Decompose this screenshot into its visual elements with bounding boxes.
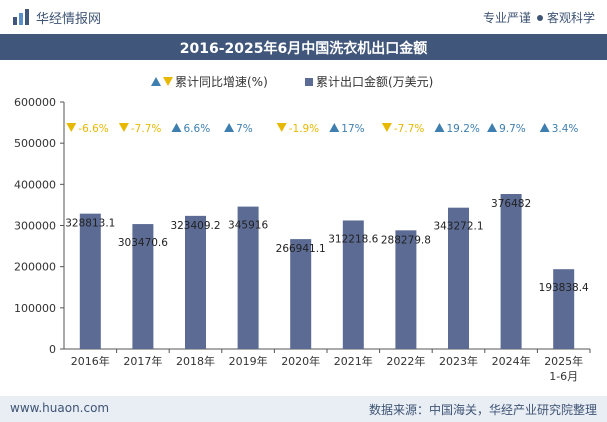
bar (448, 207, 469, 349)
y-tick-label: 300000 (14, 220, 56, 233)
x-tick-label: 2023年 (439, 354, 478, 368)
x-tick-label: 2016年 (71, 354, 110, 368)
y-tick-label: 400000 (14, 178, 56, 191)
x-tick-label: 2018年 (176, 354, 215, 368)
tagline: 专业严谨 客观科学 (483, 9, 595, 26)
x-tick-label: 2022年 (386, 354, 425, 368)
dot-icon (536, 14, 543, 21)
bar (237, 206, 259, 349)
x-tick-label: 2024年 (492, 354, 531, 368)
bars (79, 194, 575, 349)
growth-label: -1.9% (289, 123, 319, 135)
bar (185, 215, 206, 349)
down-triangle-icon (163, 77, 173, 86)
bar-value-label: 328813.1 (65, 218, 115, 230)
growth-label: 17% (341, 123, 364, 135)
bar-value-label: 345916 (228, 220, 268, 232)
bar (500, 194, 522, 349)
growth-label: -7.7% (394, 123, 424, 135)
growth-up-icon (329, 123, 340, 132)
bar (395, 230, 417, 349)
bar-value-label: 323409.2 (170, 220, 220, 232)
y-tick-label: 100000 (14, 302, 56, 315)
growth-up-icon (434, 123, 445, 132)
growth-label: -6.6% (78, 123, 108, 135)
x-tick-label: 2021年 (334, 354, 373, 368)
axes: 0 100000 200000 300000 400000 500000 600000 201… (14, 96, 591, 383)
top-bar: 华经情报网 专业严谨 客观科学 (0, 0, 607, 34)
growth-label: 9.7% (499, 123, 526, 135)
growth-down-icon (381, 123, 392, 132)
tagline-left: 专业严谨 (482, 11, 531, 25)
growth-down-icon (118, 123, 129, 132)
growth-down-icon (66, 123, 77, 132)
x-tick-label: 2020年 (281, 354, 320, 368)
y-tick-label: 500000 (14, 137, 56, 150)
footer-website: www.huaon.com (10, 401, 110, 415)
legend: 累计同比增速(%) 累计出口金额(万美元) (151, 74, 433, 89)
growth-up-icon (487, 123, 498, 132)
chart-title: 2016-2025年6月中国洗衣机出口金额 (179, 41, 428, 57)
legend-label-growth: 累计同比增速(%) (175, 75, 268, 89)
up-triangle-icon (151, 77, 161, 86)
bar-value-label: 312218.6 (328, 233, 378, 245)
growth-up-icon (171, 123, 182, 132)
growth-label: 7% (236, 123, 253, 135)
bar (342, 220, 364, 349)
title-bar: 2016-2025年6月中国洗衣机出口金额 (0, 34, 607, 60)
bar (132, 224, 154, 349)
tagline-right: 客观科学 (546, 11, 595, 25)
legend-label-amount: 累计出口金额(万美元) (316, 74, 433, 89)
bar (553, 269, 575, 349)
x-tick-label: 2017年 (123, 354, 162, 368)
y-tick-label: 600000 (14, 96, 56, 109)
bar (79, 213, 101, 349)
bar-value-label: 343272.1 (433, 221, 483, 233)
brand-name: 华经情报网 (36, 12, 102, 27)
growth-up-icon (539, 123, 550, 132)
growth-up-icon (224, 123, 235, 132)
bar-value-label: 376482 (491, 198, 531, 210)
y-tick-label: 200000 (14, 261, 56, 274)
footer: www.huaon.com 数据来源：中国海关，华经产业研究院整理 (0, 396, 607, 422)
growth-label: 19.2% (447, 123, 480, 135)
bar-value-label: 266941.1 (276, 243, 326, 255)
growth-row: -6.6% -7.7% 6.6% 7% -1.9% 17% -7.7% 19.2% 9.7% 3.… (66, 123, 578, 135)
footer-source: 数据来源：中国海关，华经产业研究院整理 (368, 403, 597, 417)
growth-label: -7.7% (131, 123, 161, 135)
x-tick-label: 2019年 (229, 354, 268, 368)
x-tick-label: 1-6月 (549, 370, 578, 383)
logo-icon (13, 9, 29, 25)
y-tick-label: 0 (49, 343, 56, 356)
bar-value-label: 193838.4 (539, 282, 589, 294)
chart: 累计同比增速(%) 累计出口金额(万美元) 0 100000 200000 300000… (14, 74, 591, 383)
legend-swatch-amount (305, 78, 313, 86)
growth-down-icon (276, 123, 287, 132)
growth-label: 6.6% (184, 123, 211, 135)
bar-value-label: 288279.8 (381, 234, 431, 246)
x-tick-label: 2025年 (544, 354, 583, 368)
growth-label: 3.4% (552, 123, 579, 135)
bar-value-label: 303470.6 (118, 237, 168, 249)
bar (290, 239, 312, 349)
